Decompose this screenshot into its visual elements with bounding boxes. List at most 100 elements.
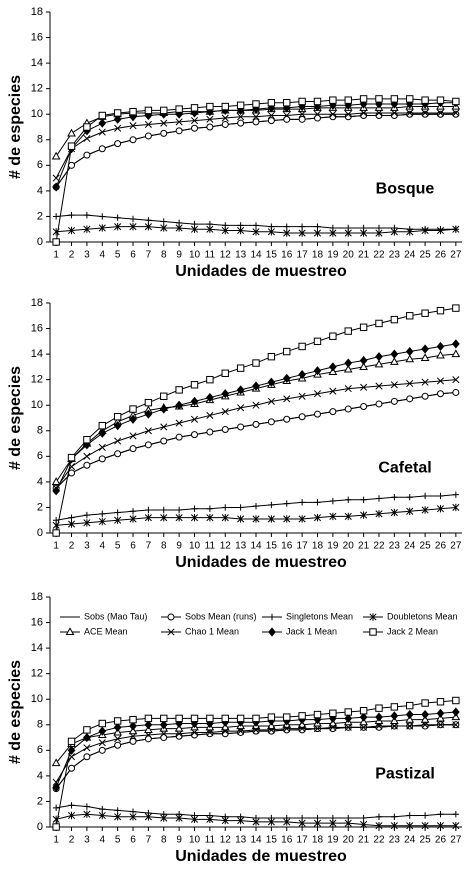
x-tick-label: 10	[189, 250, 201, 261]
x-tick-label: 6	[130, 835, 136, 846]
marker	[436, 109, 445, 117]
marker	[436, 110, 444, 118]
marker	[391, 813, 398, 820]
marker	[160, 513, 168, 522]
marker	[298, 725, 306, 733]
marker	[98, 128, 106, 136]
x-tick-label: 12	[220, 835, 232, 846]
marker	[114, 437, 122, 445]
marker	[252, 381, 260, 391]
y-tick-label: 16	[31, 31, 43, 43]
marker	[175, 386, 183, 394]
marker	[267, 228, 275, 236]
marker	[406, 312, 414, 320]
marker	[83, 511, 91, 519]
marker	[160, 730, 168, 738]
y-tick-label: 6	[37, 159, 43, 171]
marker	[344, 327, 352, 335]
marker	[68, 764, 76, 772]
x-tick-label: 26	[435, 835, 447, 846]
marker	[52, 778, 60, 786]
marker	[421, 722, 429, 730]
x-tick-label: 17	[297, 250, 309, 261]
marker	[375, 109, 383, 117]
marker	[67, 453, 76, 462]
marker	[221, 114, 229, 122]
marker	[68, 514, 75, 521]
marker	[436, 306, 445, 315]
marker	[252, 104, 260, 114]
marker	[267, 103, 276, 113]
marker	[436, 226, 445, 235]
x-axis-title: Unidades de muestreo	[175, 263, 347, 280]
x-tick-label: 8	[161, 541, 167, 552]
marker	[190, 815, 199, 824]
marker	[190, 513, 199, 522]
marker	[221, 727, 229, 735]
marker	[313, 390, 322, 398]
marker	[252, 118, 260, 126]
marker	[252, 726, 260, 734]
marker	[221, 513, 229, 522]
marker	[436, 505, 445, 513]
marker	[452, 110, 460, 118]
marker	[160, 129, 168, 137]
marker	[175, 730, 183, 738]
marker	[390, 357, 399, 365]
marker	[298, 499, 306, 506]
marker	[313, 337, 322, 346]
marker	[420, 353, 430, 362]
marker	[68, 211, 75, 219]
marker	[83, 151, 91, 159]
marker	[113, 114, 122, 124]
x-tick-label: 19	[327, 541, 339, 552]
marker	[144, 441, 152, 449]
x-tick-label: 11	[205, 250, 216, 261]
marker	[83, 225, 91, 233]
marker	[436, 721, 445, 729]
marker	[129, 721, 137, 731]
marker	[436, 708, 445, 718]
x-tick-label: 9	[176, 541, 182, 552]
marker	[329, 819, 337, 827]
marker	[267, 99, 276, 107]
y-tick-label: 16	[31, 322, 43, 334]
marker	[406, 379, 414, 388]
marker	[98, 111, 106, 120]
x-tick-label: 5	[115, 835, 121, 846]
marker	[314, 499, 321, 506]
marker	[191, 124, 199, 132]
marker	[160, 218, 167, 225]
marker	[298, 515, 306, 523]
marker	[268, 501, 275, 509]
x-tick-label: 23	[389, 541, 401, 552]
marker	[360, 403, 368, 410]
x-tick-label: 5	[115, 250, 121, 261]
marker	[390, 95, 399, 103]
x-tick-label: 16	[281, 250, 293, 261]
marker	[221, 389, 230, 399]
marker	[421, 309, 429, 317]
marker	[406, 701, 414, 710]
y-tick-label: 0	[37, 236, 43, 248]
marker	[390, 508, 398, 517]
marker	[451, 349, 461, 358]
marker	[237, 226, 245, 235]
marker	[252, 359, 260, 367]
marker	[343, 364, 353, 373]
x-tick-label: 25	[420, 250, 432, 261]
marker	[129, 432, 137, 440]
marker	[421, 110, 429, 118]
marker	[283, 713, 291, 721]
y-tick-label: 18	[31, 297, 43, 309]
x-tick-label: 9	[176, 835, 182, 846]
x-tick-label: 24	[404, 250, 416, 261]
marker	[129, 222, 137, 231]
marker	[98, 811, 106, 820]
x-tick-label: 25	[420, 835, 432, 846]
y-tick-label: 0	[37, 821, 43, 833]
marker	[283, 347, 291, 356]
marker	[252, 100, 260, 108]
marker	[360, 723, 368, 731]
